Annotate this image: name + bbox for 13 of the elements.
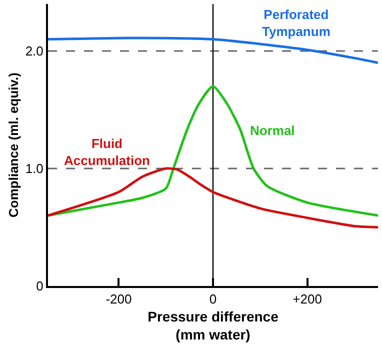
y-tick-label: 1.0 xyxy=(25,161,44,176)
x-tick-label: -200 xyxy=(106,292,132,307)
y-axis-title: Compliance (ml. equiv.) xyxy=(6,72,21,218)
y-tick-label: 0 xyxy=(36,278,44,294)
line-series xyxy=(48,85,378,217)
series-label: Fluid Accumulation xyxy=(64,136,150,168)
series-label: Normal xyxy=(250,123,295,138)
x-tick-label: 0 xyxy=(209,292,217,307)
series-label: Perforated Tympanum xyxy=(262,7,330,39)
y-tick-label: 2.0 xyxy=(25,44,44,59)
x-tick-label: +200 xyxy=(292,292,322,307)
line-series xyxy=(48,167,378,228)
x-axis-title: Pressure difference (mm water) xyxy=(148,308,279,343)
